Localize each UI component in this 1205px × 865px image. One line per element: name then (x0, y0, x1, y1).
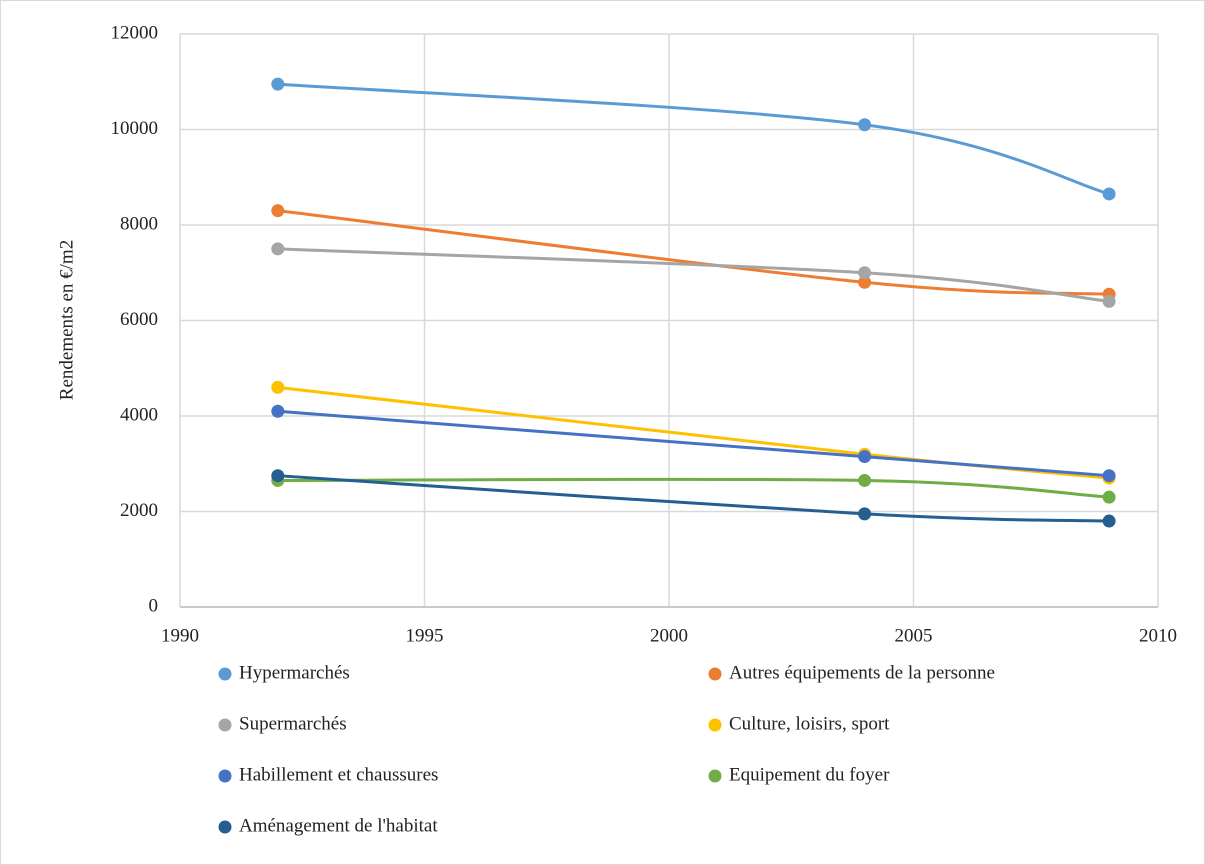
legend-marker (218, 820, 232, 834)
data-point (1102, 490, 1116, 504)
legend-marker (218, 769, 232, 783)
legend-label: Autres équipements de la personne (729, 662, 995, 683)
legend-label: Hypermarchés (239, 662, 350, 683)
series-line (277, 477, 1110, 499)
data-point (1102, 294, 1116, 308)
y-tick-label: 4000 (120, 404, 158, 425)
legend-label: Equipement du foyer (729, 764, 890, 785)
series-line (277, 209, 1110, 296)
y-tick-label: 10000 (111, 118, 159, 139)
y-tick-label: 6000 (120, 309, 158, 330)
y-axis-label: Rendements en €/m2 (56, 240, 77, 400)
x-tick-label: 2000 (650, 625, 688, 646)
data-point (858, 450, 872, 464)
legend-marker (708, 718, 722, 732)
data-point (858, 507, 872, 521)
series-line (277, 247, 1110, 303)
data-point (858, 275, 872, 289)
data-point (1102, 187, 1116, 201)
data-point (858, 118, 872, 132)
y-tick-label: 12000 (111, 22, 159, 43)
legend-label: Culture, loisirs, sport (729, 713, 890, 734)
data-point (271, 242, 285, 256)
legend-marker (708, 769, 722, 783)
legend-label: Aménagement de l'habitat (239, 815, 438, 836)
legend-label: Habillement et chaussures (239, 764, 438, 785)
data-point (271, 204, 285, 218)
y-tick-label: 2000 (120, 500, 158, 521)
data-point (858, 473, 872, 487)
y-tick-label: 8000 (120, 213, 158, 234)
x-tick-label: 1995 (406, 625, 444, 646)
legend-marker (218, 718, 232, 732)
data-point (271, 469, 285, 483)
data-point (271, 380, 285, 394)
series-line (277, 82, 1110, 196)
legend-marker (708, 667, 722, 681)
x-tick-label: 2010 (1139, 625, 1177, 646)
data-point (1102, 469, 1116, 483)
legend-label: Supermarchés (239, 713, 347, 734)
x-tick-label: 2005 (895, 625, 933, 646)
data-point (271, 404, 285, 418)
data-point (858, 266, 872, 280)
series-line (277, 385, 1110, 480)
y-tick-label: 0 (149, 595, 159, 616)
series-line (277, 409, 1110, 478)
x-tick-label: 1990 (161, 625, 199, 646)
series-line (277, 474, 1110, 523)
data-point (271, 77, 285, 91)
data-point (1102, 514, 1116, 528)
legend-marker (218, 667, 232, 681)
